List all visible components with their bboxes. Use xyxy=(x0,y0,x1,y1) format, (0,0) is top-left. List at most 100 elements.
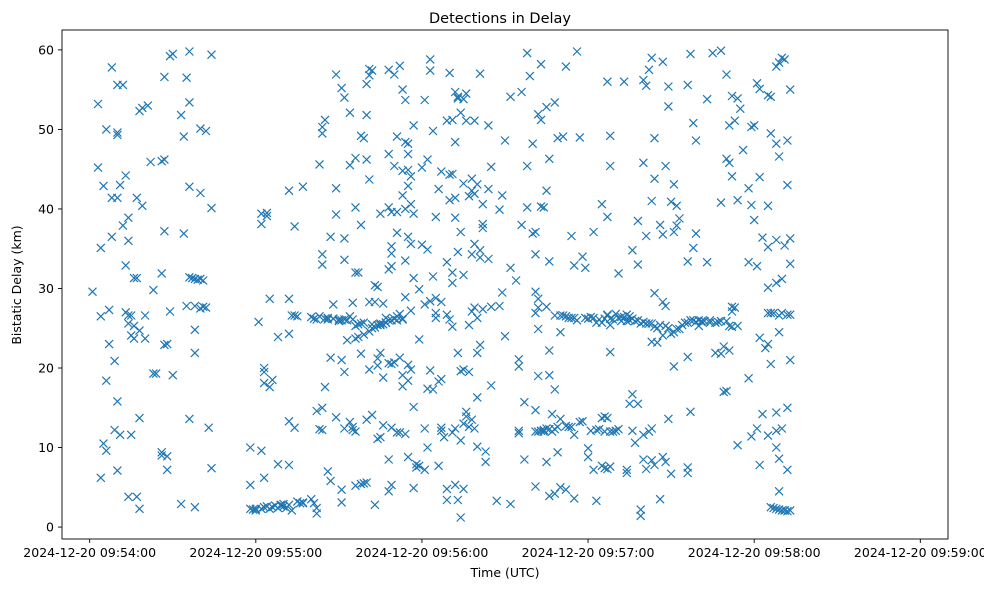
data-point xyxy=(339,255,349,265)
data-point xyxy=(159,226,169,236)
data-point xyxy=(447,322,457,332)
data-point xyxy=(400,429,410,439)
data-point xyxy=(619,77,629,87)
data-point xyxy=(254,317,264,327)
data-point xyxy=(553,447,563,457)
data-point xyxy=(387,261,396,271)
data-point xyxy=(533,303,543,313)
data-point xyxy=(276,500,286,510)
data-point xyxy=(159,340,169,350)
data-point xyxy=(367,410,377,420)
data-point xyxy=(420,95,430,105)
data-point xyxy=(431,212,441,222)
data-point xyxy=(195,188,205,198)
data-point xyxy=(364,64,374,74)
data-point xyxy=(475,340,485,350)
data-point xyxy=(403,149,413,159)
data-point xyxy=(575,417,585,427)
data-point xyxy=(436,167,446,177)
data-point xyxy=(378,420,388,430)
data-point xyxy=(88,287,97,297)
data-point xyxy=(658,452,668,462)
data-point xyxy=(459,270,468,280)
data-point xyxy=(780,54,790,64)
data-point xyxy=(738,145,748,155)
data-point xyxy=(766,308,776,318)
data-point xyxy=(331,70,341,79)
data-point xyxy=(661,161,671,171)
data-point xyxy=(157,156,167,166)
data-point xyxy=(339,233,349,243)
data-point xyxy=(121,171,131,180)
data-point xyxy=(442,495,452,505)
data-point xyxy=(198,302,208,312)
data-point xyxy=(605,320,615,330)
data-point xyxy=(730,303,740,313)
data-point xyxy=(420,299,430,309)
data-point xyxy=(755,460,765,470)
data-point xyxy=(384,315,394,325)
data-point xyxy=(123,311,133,320)
data-point xyxy=(550,385,560,394)
data-point xyxy=(445,68,455,78)
data-point xyxy=(373,354,383,363)
data-point xyxy=(564,422,574,432)
data-point xyxy=(542,457,551,467)
data-point xyxy=(96,311,106,321)
data-point xyxy=(600,412,610,421)
data-point xyxy=(583,452,593,462)
data-point xyxy=(547,409,557,419)
data-point xyxy=(392,228,402,238)
data-point xyxy=(107,232,117,242)
data-point xyxy=(771,235,781,245)
data-point xyxy=(497,190,507,200)
data-point xyxy=(578,252,587,262)
data-point xyxy=(641,81,651,91)
data-point xyxy=(481,447,491,456)
data-point xyxy=(182,73,192,83)
data-point xyxy=(569,430,579,440)
data-point xyxy=(663,323,673,333)
data-point xyxy=(348,422,358,432)
data-point xyxy=(633,399,643,409)
data-point xyxy=(259,378,269,388)
data-point xyxy=(472,313,482,323)
data-point xyxy=(112,396,122,406)
data-point xyxy=(680,318,690,328)
data-point xyxy=(536,426,546,436)
data-point xyxy=(531,308,540,318)
data-point xyxy=(414,461,424,471)
data-point xyxy=(633,260,643,270)
data-point xyxy=(165,307,175,316)
data-point xyxy=(123,319,133,328)
data-point xyxy=(118,80,128,90)
data-point xyxy=(647,53,657,63)
data-point xyxy=(353,268,363,278)
data-point xyxy=(481,457,491,467)
data-point xyxy=(475,253,485,262)
data-point xyxy=(328,299,338,309)
data-point xyxy=(733,93,743,103)
data-point xyxy=(636,511,646,521)
data-point xyxy=(375,209,385,219)
data-point xyxy=(162,451,172,461)
data-point xyxy=(207,50,216,60)
data-point xyxy=(273,332,283,342)
data-point xyxy=(658,330,668,340)
data-point xyxy=(137,201,147,211)
data-point xyxy=(403,165,413,175)
data-point xyxy=(558,132,568,142)
data-point xyxy=(594,424,604,434)
data-point xyxy=(126,311,136,320)
data-point xyxy=(168,370,178,380)
data-point xyxy=(650,133,659,143)
data-point xyxy=(259,473,269,483)
data-point xyxy=(132,492,142,502)
data-point xyxy=(259,367,269,377)
data-point xyxy=(184,47,194,56)
data-point xyxy=(431,308,441,318)
data-point xyxy=(746,200,756,210)
data-point xyxy=(472,442,482,452)
data-point xyxy=(436,423,446,433)
data-point xyxy=(400,256,410,266)
